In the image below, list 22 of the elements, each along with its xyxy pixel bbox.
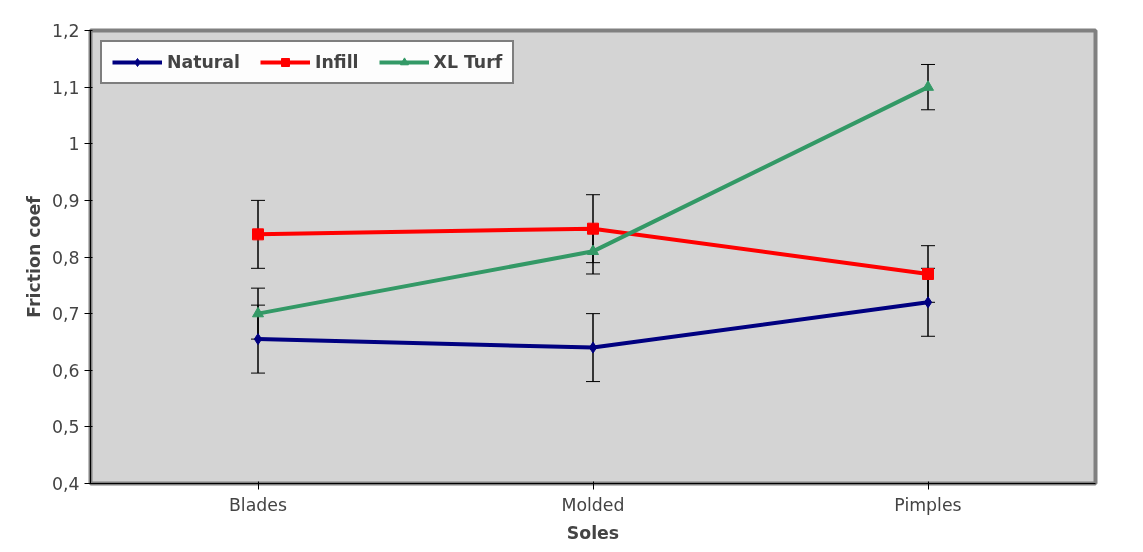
y-tick-label: 0,4 xyxy=(51,474,80,494)
point xyxy=(922,267,934,280)
x-tick-label: Blades xyxy=(229,494,288,515)
y-tick-label: 1,1 xyxy=(51,77,80,98)
y-tick-label: 0,6 xyxy=(51,360,80,381)
y-axis-title: Friction coef xyxy=(23,195,44,318)
legend-label: Natural xyxy=(167,52,240,72)
x-axis-title: Soles xyxy=(566,522,620,543)
x-tick-label: Pimples xyxy=(894,494,962,515)
y-tick-label: 1 xyxy=(68,134,80,155)
y-tick-label: 0,5 xyxy=(51,417,80,438)
y-tick-label: 0,8 xyxy=(51,247,80,268)
legend-label: Infill xyxy=(315,52,359,72)
y-tick-label: 0,7 xyxy=(51,304,80,325)
point xyxy=(252,228,264,241)
point xyxy=(587,222,599,235)
y-tick-label: 0,9 xyxy=(51,190,80,211)
y-tick-label: 1,2 xyxy=(51,21,80,41)
point xyxy=(252,306,264,318)
legend-label: XL Turf xyxy=(433,52,503,72)
x-tick-label: Molded xyxy=(561,494,625,515)
point xyxy=(587,244,599,256)
